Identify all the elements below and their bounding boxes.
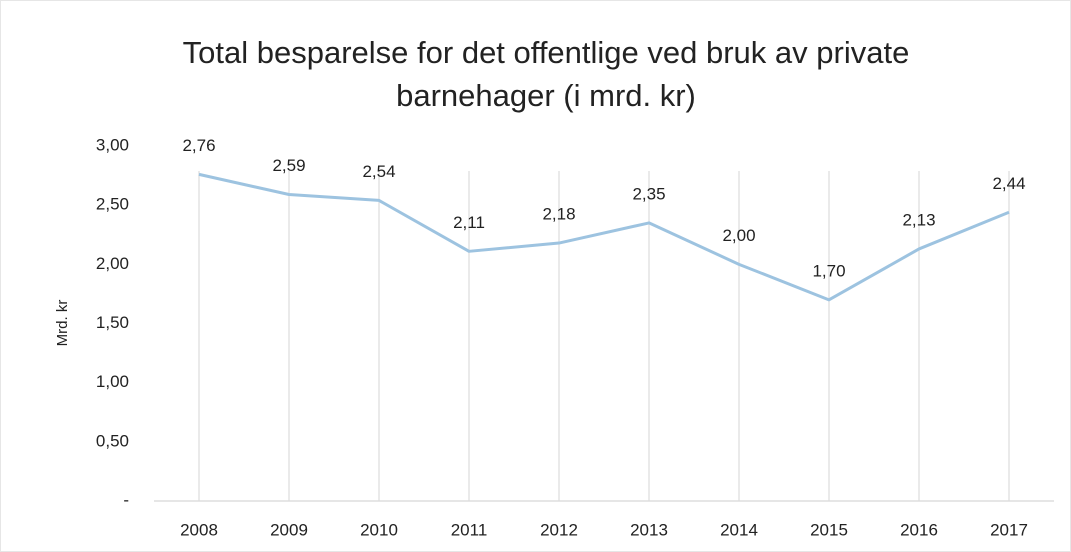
data-label: 1,70	[812, 261, 845, 280]
x-tick-label: 2014	[720, 520, 758, 539]
x-tick-label: 2012	[540, 520, 578, 539]
x-tick-label: 2015	[810, 520, 848, 539]
x-tick-label: 2009	[270, 520, 308, 539]
x-tick-label: 2011	[451, 520, 488, 539]
chart-title: Total besparelse for det offentlige ved …	[182, 35, 910, 113]
data-label: 2,59	[272, 156, 305, 175]
y-axis-label: Mrd. kr	[54, 300, 71, 347]
x-tick-label: 2010	[360, 520, 398, 539]
y-tick-label: 1,50	[96, 313, 129, 332]
y-tick-label: 1,00	[96, 372, 129, 391]
y-tick-label: 3,00	[96, 135, 129, 154]
data-label: 2,13	[902, 210, 935, 229]
y-tick-label: 2,50	[96, 195, 129, 214]
line	[198, 172, 1010, 302]
x-tick-label: 2008	[180, 520, 218, 539]
data-label: 2,44	[992, 174, 1025, 193]
data-label: 2,54	[362, 162, 395, 181]
data-label: 2,00	[722, 226, 755, 245]
y-tick-label: -	[123, 490, 129, 509]
x-tick-label: 2016	[900, 520, 938, 539]
data-label: 2,76	[182, 136, 215, 155]
data-label: 2,35	[632, 184, 665, 203]
data-label: 2,11	[453, 213, 485, 232]
data-label: 2,18	[542, 205, 575, 224]
x-tick-label: 2017	[990, 520, 1028, 539]
y-tick-label: 0,50	[96, 431, 129, 450]
x-tick-label: 2013	[630, 520, 668, 539]
y-tick-label: 2,00	[96, 254, 129, 273]
